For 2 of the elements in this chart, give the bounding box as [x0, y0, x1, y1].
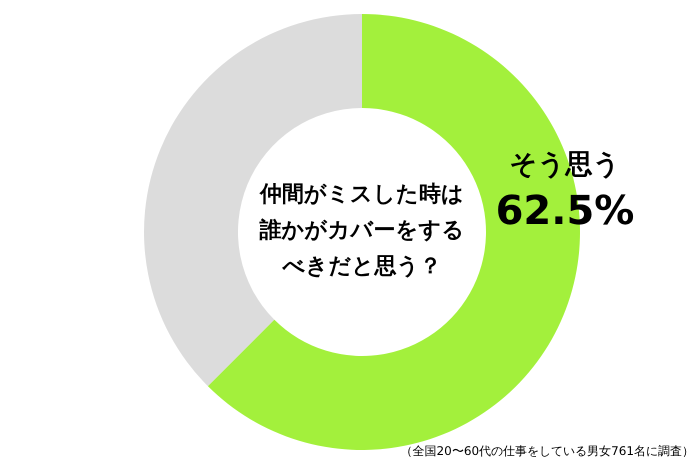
text: （全国20〜60代の仕事をしている男女761名に調査） — [400, 443, 694, 460]
text: 仲間がミスした時は誰かがカバーをするべきだと思う？ — [258, 181, 466, 281]
